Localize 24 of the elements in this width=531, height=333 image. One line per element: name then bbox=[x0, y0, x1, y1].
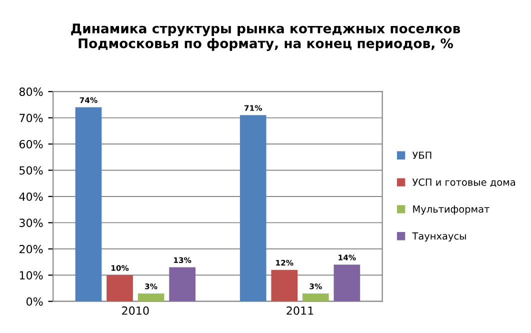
y-tick-label: 70% bbox=[20, 114, 43, 122]
y-tick-label: 50% bbox=[20, 166, 43, 175]
bar bbox=[138, 294, 164, 302]
bar bbox=[271, 270, 298, 302]
bar bbox=[240, 115, 266, 302]
bar bbox=[334, 264, 360, 302]
legend-label: УБП bbox=[412, 152, 432, 159]
legend-label: Мультиформат bbox=[413, 206, 490, 215]
x-tick-label: 2011 bbox=[286, 306, 314, 315]
bar bbox=[169, 267, 196, 302]
y-tick-label: 20% bbox=[19, 244, 43, 254]
legend-label: Таунхаусы bbox=[412, 232, 466, 242]
bar bbox=[75, 107, 102, 302]
y-tick-label: 0% bbox=[26, 297, 43, 306]
bar bbox=[106, 275, 133, 302]
y-tick-label: 80% bbox=[19, 88, 43, 96]
legend-label: УСП и готовые дома bbox=[412, 178, 515, 188]
bar bbox=[302, 294, 329, 302]
y-tick-label: 40% bbox=[19, 192, 43, 201]
y-tick-label: 60% bbox=[19, 140, 43, 148]
y-tick-label: 10% bbox=[20, 271, 43, 280]
x-tick-label: 2010 bbox=[122, 306, 149, 315]
y-tick-label: 30% bbox=[20, 218, 43, 228]
chart-title: Динамика структуры рынка коттеджных поселков Подмосковья по формату, на конец периодов, % bbox=[71, 24, 460, 51]
